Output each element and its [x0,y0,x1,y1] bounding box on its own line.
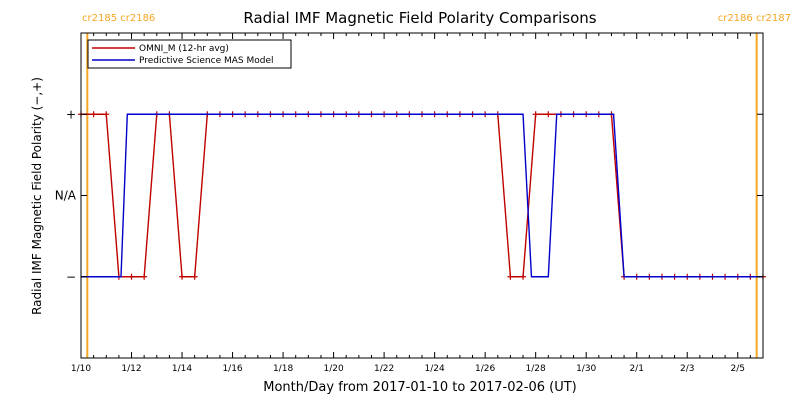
x-tick-label: 1/14 [172,364,192,374]
x-tick-label: 1/16 [222,364,242,374]
x-axis-title: Month/Day from 2017-01-10 to 2017-02-06 … [263,380,576,395]
data-point-omni [141,273,148,280]
x-tick-label: 1/26 [475,364,495,374]
carrington-marker-label-right: cr2186 cr2187 [718,13,791,24]
y-tick-label: N/A [55,189,77,203]
y-axis-ticks: + N/A − [55,107,763,284]
data-point-omni [520,273,527,280]
data-point-omni [507,273,514,280]
series-line-mas [81,113,763,278]
x-tick-label: 2/5 [730,364,744,374]
carrington-marker-label-left: cr2185 cr2186 [82,13,155,24]
series-line-omni [81,113,763,278]
x-tick-label: 1/30 [576,364,596,374]
data-point-omni [128,273,135,280]
legend-label-omni: OMNI_M (12-hr avg) [139,44,229,54]
x-tick-label: 1/24 [425,364,445,374]
legend-box [87,39,292,69]
x-tick-label: 1/20 [323,364,343,374]
x-tick-label: 1/10 [71,364,91,374]
data-point-omni [179,273,186,280]
data-point-omni [532,111,539,118]
plot-frame [80,32,764,359]
data-point-omni [103,111,110,118]
x-tick-label: 1/18 [273,364,293,374]
legend-label-mas: Predictive Science MAS Model [139,56,274,66]
plot-area [78,33,766,358]
y-tick-label: − [66,270,76,284]
x-tick-label: 2/1 [629,364,643,374]
x-tick-label: 1/28 [526,364,546,374]
legend: OMNI_M (12-hr avg) Predictive Science MA… [87,39,292,69]
chart-title: Radial IMF Magnetic Field Polarity Compa… [243,9,596,27]
x-axis-ticks: 1/10 1/12 1/14 1/16 1/18 1/20 1/22 1/24 1/26 1/28… [71,33,764,374]
x-tick-label: 1/12 [121,364,141,374]
data-point-omni [545,111,552,118]
data-point-omni [191,273,198,280]
x-tick-label: 2/3 [680,364,694,374]
y-axis-title: Radial IMF Magnetic Field Polarity (−,+) [30,77,44,315]
x-tick-label: 1/22 [374,364,394,374]
y-tick-label: + [66,107,76,121]
data-point-omni [90,111,97,118]
